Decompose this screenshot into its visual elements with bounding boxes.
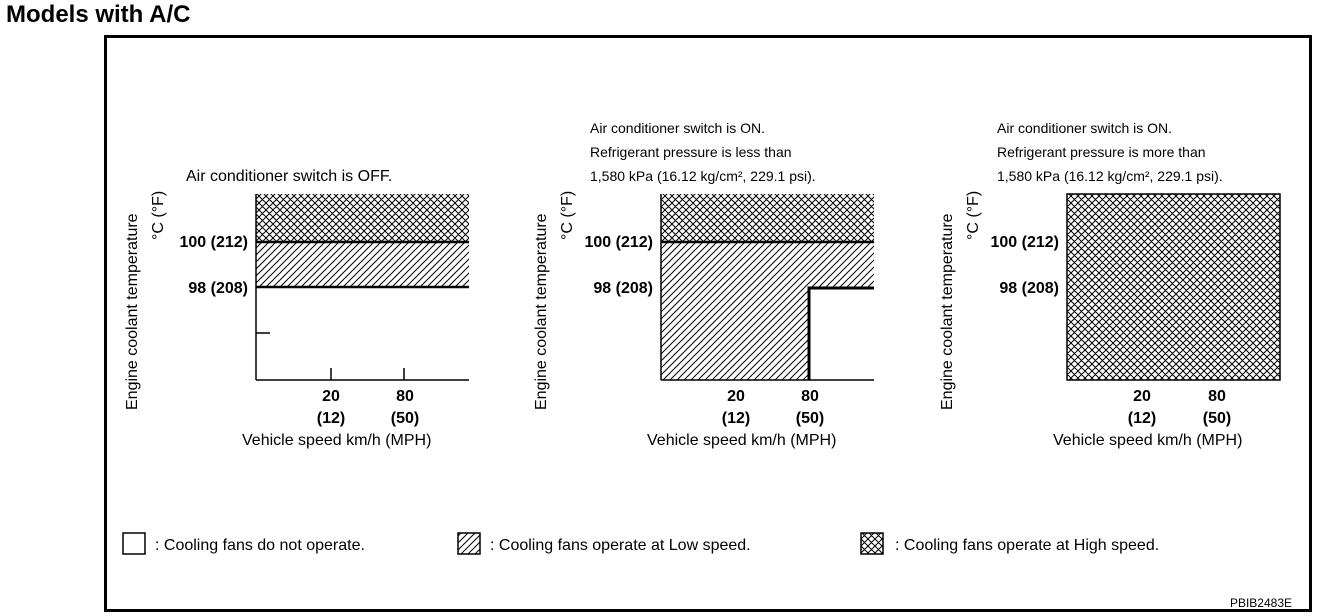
legend-label-high: : Cooling fans operate at High speed. [895,537,1159,554]
y-axis-unit: °C (°F) [965,191,982,240]
x-tick-80-kmh: 80 [1208,388,1226,405]
x-tick-80-mph: (50) [796,410,824,427]
x-tick-20-mph: (12) [722,410,750,427]
y-tick-98: 98 (208) [999,280,1059,297]
x-tick-20-mph: (12) [317,410,345,427]
x-axis-label: Vehicle speed km/h (MPH) [647,432,836,449]
y-tick-100: 100 (212) [991,234,1060,251]
figure-code: PBIB2483E [1230,596,1292,610]
x-tick-80-mph: (50) [391,410,419,427]
panel-caption-line-3: 1,580 kPa (16.12 kg/cm², 229.1 psi). [997,168,1223,184]
high-speed-zone [661,194,874,242]
y-tick-100: 100 (212) [180,234,249,251]
panel-caption-line-1: Air conditioner switch is ON. [997,120,1172,136]
high-speed-zone [1066,193,1281,381]
panel-ac-on-high-pressure: Engine coolant temperature °C (°F) Air c… [939,120,1281,449]
panel-caption-line-3: 1,580 kPa (16.12 kg/cm², 229.1 psi). [590,168,816,184]
legend-swatch-low [457,532,481,555]
panel-caption-line-1: Air conditioner switch is ON. [590,120,765,136]
y-tick-98: 98 (208) [593,280,653,297]
x-tick-80-mph: (50) [1203,410,1231,427]
low-speed-zone-lower [661,287,809,380]
high-speed-zone [256,194,469,242]
panel-ac-off: Engine coolant temperature °C (°F) Air c… [124,168,469,449]
x-tick-20-kmh: 20 [322,388,340,405]
y-axis-unit: °C (°F) [559,191,576,240]
legend-swatch-high [860,532,884,555]
x-tick-20-kmh: 20 [727,388,745,405]
y-axis-unit: °C (°F) [150,191,167,240]
y-axis-label: Engine coolant temperature [124,213,141,410]
low-speed-zone [661,242,874,287]
page-title: Models with A/C [6,1,191,28]
x-axis-label: Vehicle speed km/h (MPH) [1053,432,1242,449]
panel-caption: Air conditioner switch is OFF. [186,168,392,185]
panel-caption-line-2: Refrigerant pressure is less than [590,144,792,160]
x-axis-label: Vehicle speed km/h (MPH) [242,432,431,449]
threshold-step [807,286,874,380]
legend-label-low: : Cooling fans operate at Low speed. [490,537,751,554]
y-axis-label: Engine coolant temperature [533,213,550,410]
legend-label-off: : Cooling fans do not operate. [155,537,365,554]
legend: : Cooling fans do not operate. : Cooling… [122,532,1159,555]
y-tick-100: 100 (212) [585,234,654,251]
panel-ac-on-low-pressure: Engine coolant temperature °C (°F) Air c… [533,120,874,449]
panel-caption-line-2: Refrigerant pressure is more than [997,144,1206,160]
low-speed-zone [256,242,469,287]
y-axis-label: Engine coolant temperature [939,213,956,410]
legend-swatch-off [122,532,146,555]
diagram-frame [104,35,1312,612]
x-tick-80-kmh: 80 [396,388,414,405]
x-tick-20-mph: (12) [1128,410,1156,427]
x-tick-20-kmh: 20 [1133,388,1151,405]
y-tick-98: 98 (208) [188,280,248,297]
x-tick-80-kmh: 80 [801,388,819,405]
